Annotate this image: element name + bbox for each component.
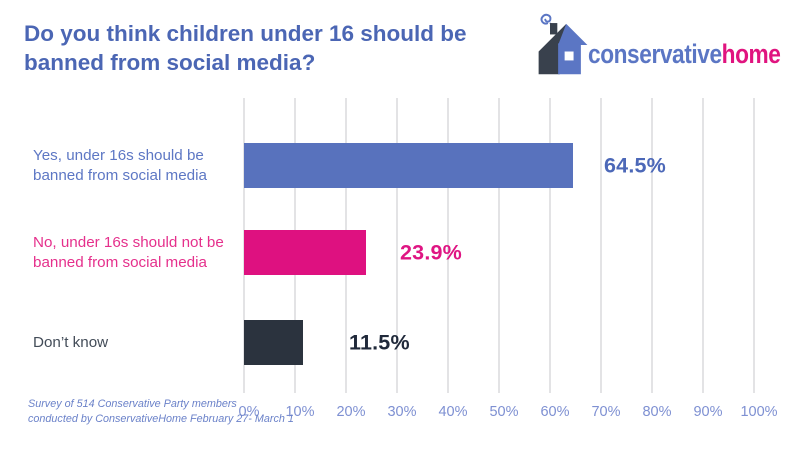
value-label: 23.9%: [400, 240, 462, 264]
gridline: [702, 98, 704, 393]
gridline: [600, 98, 602, 393]
chart-bar: [244, 230, 366, 275]
x-axis-tick-label: 100%: [740, 404, 778, 420]
x-axis-tick-label: 40%: [438, 404, 468, 420]
smoke-icon: [540, 13, 552, 25]
x-axis-tick-label: 50%: [489, 404, 519, 420]
chart-bar: [244, 320, 303, 365]
conservativehome-logo: conservativehome: [537, 12, 781, 78]
category-label: No, under 16s should not be banned from …: [33, 233, 224, 271]
x-axis-tick-label: 60%: [540, 404, 570, 420]
house-window: [564, 51, 574, 61]
house-roof: [558, 23, 588, 45]
house-with-smoke-icon: [538, 13, 588, 75]
gridline: [396, 98, 398, 393]
x-axis-tick-label: 0%: [238, 404, 260, 420]
gridline: [651, 98, 653, 393]
category-label: Yes, under 16s should be banned from soc…: [33, 146, 207, 184]
x-axis-tick-label: 90%: [693, 404, 723, 420]
survey-footnote: Survey of 514 Conservative Party members…: [28, 398, 294, 426]
logo-word-conservative: conservative: [588, 39, 722, 69]
value-label: 11.5%: [349, 330, 410, 354]
logo-wordmark: conservativehome: [588, 39, 781, 70]
x-axis-tick-label: 70%: [591, 404, 621, 420]
gridline: [498, 98, 500, 393]
gridline: [549, 98, 551, 393]
x-axis-tick-label: 10%: [285, 404, 315, 420]
x-axis-tick-label: 80%: [642, 404, 672, 420]
chart-title: Do you think children under 16 should be…: [24, 21, 467, 75]
chart-bar: [244, 143, 573, 188]
category-label: Don’t know: [33, 333, 109, 351]
x-axis-tick-label: 20%: [336, 404, 366, 420]
value-label: 64.5%: [604, 153, 666, 177]
chimney: [550, 23, 558, 35]
gridline: [753, 98, 755, 393]
gridline: [447, 98, 449, 393]
logo-word-home: home: [721, 39, 781, 69]
x-axis-tick-label: 30%: [387, 404, 417, 420]
